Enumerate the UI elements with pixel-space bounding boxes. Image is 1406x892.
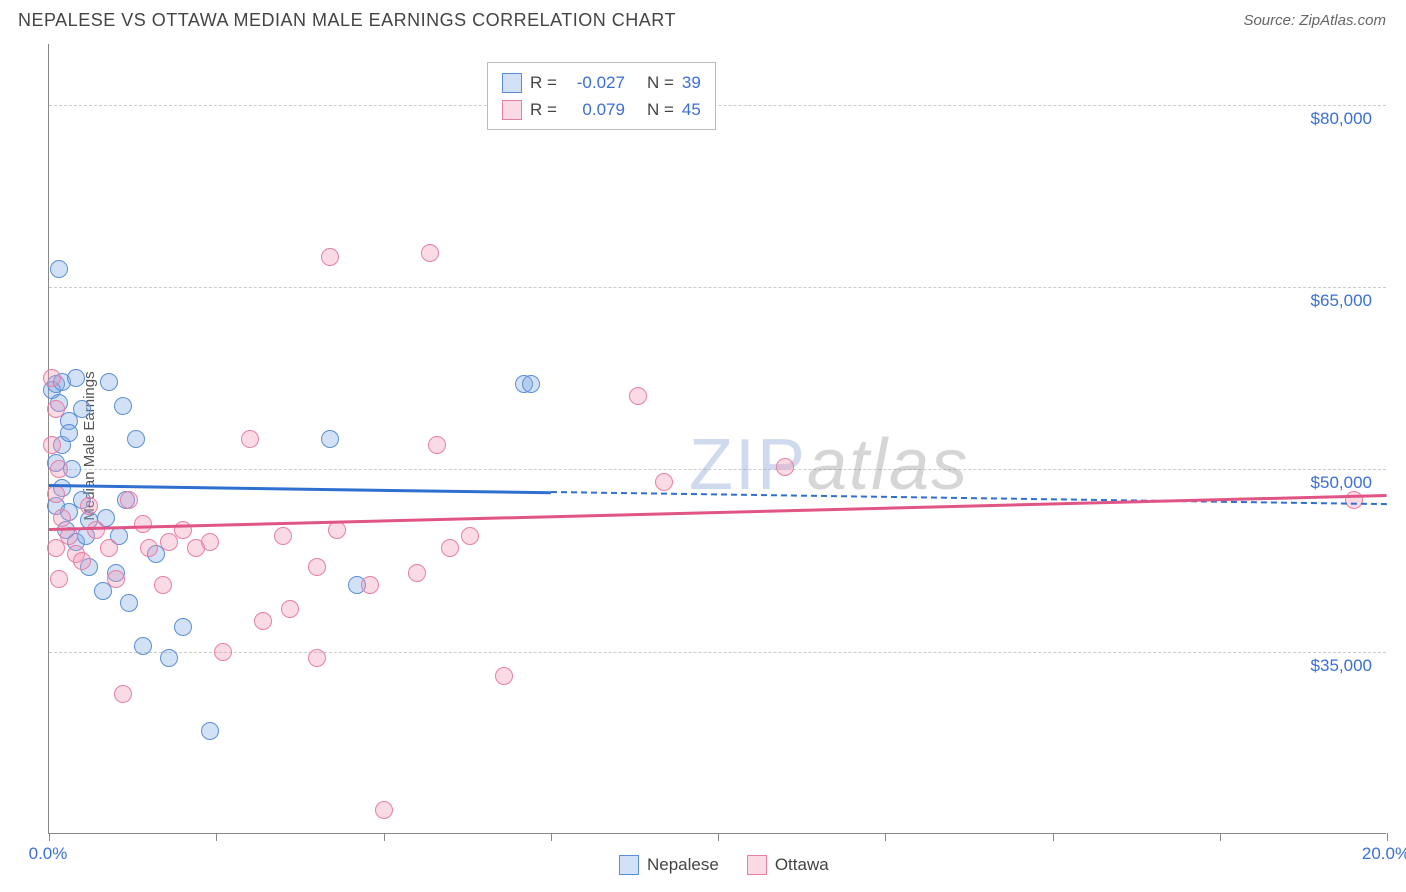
x-tick bbox=[384, 833, 385, 841]
legend-n-label: N = bbox=[647, 96, 674, 123]
scatter-point bbox=[140, 539, 158, 557]
legend-row: R = 0.079 N = 45 bbox=[502, 96, 701, 123]
legend-item: Nepalese bbox=[619, 855, 719, 875]
scatter-point bbox=[655, 473, 673, 491]
y-tick-label: $65,000 bbox=[1311, 291, 1372, 311]
legend-r-value: 0.079 bbox=[565, 96, 625, 123]
scatter-point bbox=[53, 509, 71, 527]
scatter-point bbox=[201, 722, 219, 740]
legend-series-name: Ottawa bbox=[775, 855, 829, 875]
scatter-point bbox=[421, 244, 439, 262]
scatter-point bbox=[50, 570, 68, 588]
scatter-point bbox=[134, 515, 152, 533]
scatter-point bbox=[160, 649, 178, 667]
scatter-point bbox=[274, 527, 292, 545]
source-attribution: Source: ZipAtlas.com bbox=[1243, 12, 1386, 29]
x-tick bbox=[718, 833, 719, 841]
scatter-point bbox=[87, 521, 105, 539]
scatter-point bbox=[60, 424, 78, 442]
y-tick-label: $80,000 bbox=[1311, 109, 1372, 129]
legend-n-label: N = bbox=[647, 69, 674, 96]
scatter-point bbox=[428, 436, 446, 454]
scatter-point bbox=[281, 600, 299, 618]
x-tick-label: 0.0% bbox=[29, 844, 68, 864]
x-tick bbox=[1053, 833, 1054, 841]
gridline bbox=[49, 652, 1386, 653]
scatter-point bbox=[100, 539, 118, 557]
scatter-point bbox=[127, 430, 145, 448]
scatter-chart: $35,000$50,000$65,000$80,000ZIPatlasR =-… bbox=[48, 44, 1386, 834]
y-tick-label: $35,000 bbox=[1311, 656, 1372, 676]
legend-swatch bbox=[747, 855, 767, 875]
legend-series-name: Nepalese bbox=[647, 855, 719, 875]
scatter-point bbox=[441, 539, 459, 557]
scatter-point bbox=[308, 649, 326, 667]
scatter-point bbox=[73, 552, 91, 570]
legend-item: Ottawa bbox=[747, 855, 829, 875]
scatter-point bbox=[1345, 491, 1363, 509]
scatter-point bbox=[375, 801, 393, 819]
x-tick bbox=[49, 833, 50, 841]
chart-title: NEPALESE VS OTTAWA MEDIAN MALE EARNINGS … bbox=[18, 10, 676, 31]
legend-r-label: R = bbox=[530, 69, 557, 96]
trend-line bbox=[49, 494, 1387, 531]
scatter-point bbox=[47, 539, 65, 557]
scatter-point bbox=[120, 491, 138, 509]
x-tick bbox=[885, 833, 886, 841]
legend-swatch bbox=[502, 100, 522, 120]
scatter-point bbox=[154, 576, 172, 594]
legend-swatch bbox=[502, 73, 522, 93]
scatter-point bbox=[461, 527, 479, 545]
scatter-point bbox=[47, 485, 65, 503]
scatter-point bbox=[321, 248, 339, 266]
scatter-point bbox=[50, 460, 68, 478]
scatter-point bbox=[134, 637, 152, 655]
scatter-point bbox=[47, 400, 65, 418]
scatter-point bbox=[408, 564, 426, 582]
scatter-point bbox=[100, 373, 118, 391]
scatter-point bbox=[201, 533, 219, 551]
scatter-point bbox=[308, 558, 326, 576]
scatter-point bbox=[43, 369, 61, 387]
scatter-point bbox=[321, 430, 339, 448]
gridline bbox=[49, 105, 1386, 106]
scatter-point bbox=[43, 436, 61, 454]
scatter-point bbox=[73, 400, 91, 418]
x-tick bbox=[216, 833, 217, 841]
legend-n-value: 39 bbox=[682, 69, 701, 96]
scatter-point bbox=[254, 612, 272, 630]
scatter-point bbox=[214, 643, 232, 661]
scatter-point bbox=[114, 685, 132, 703]
series-legend: Nepalese Ottawa bbox=[619, 855, 829, 875]
scatter-point bbox=[629, 387, 647, 405]
gridline bbox=[49, 469, 1386, 470]
scatter-point bbox=[776, 458, 794, 476]
legend-r-label: R = bbox=[530, 96, 557, 123]
legend-row: R = -0.027 N = 39 bbox=[502, 69, 701, 96]
correlation-legend: R = -0.027 N = 39 R = 0.079 N = 45 bbox=[487, 62, 716, 130]
scatter-point bbox=[114, 397, 132, 415]
scatter-point bbox=[120, 594, 138, 612]
scatter-point bbox=[50, 260, 68, 278]
gridline bbox=[49, 287, 1386, 288]
x-tick bbox=[551, 833, 552, 841]
legend-swatch bbox=[619, 855, 639, 875]
scatter-point bbox=[328, 521, 346, 539]
x-tick-label: 20.0% bbox=[1362, 844, 1406, 864]
scatter-point bbox=[67, 369, 85, 387]
scatter-point bbox=[361, 576, 379, 594]
scatter-point bbox=[80, 497, 98, 515]
scatter-point bbox=[107, 570, 125, 588]
legend-n-value: 45 bbox=[682, 96, 701, 123]
scatter-point bbox=[495, 667, 513, 685]
legend-r-value: -0.027 bbox=[565, 69, 625, 96]
scatter-point bbox=[241, 430, 259, 448]
y-tick-label: $50,000 bbox=[1311, 473, 1372, 493]
scatter-point bbox=[174, 618, 192, 636]
scatter-point bbox=[522, 375, 540, 393]
x-tick bbox=[1387, 833, 1388, 841]
x-tick bbox=[1220, 833, 1221, 841]
